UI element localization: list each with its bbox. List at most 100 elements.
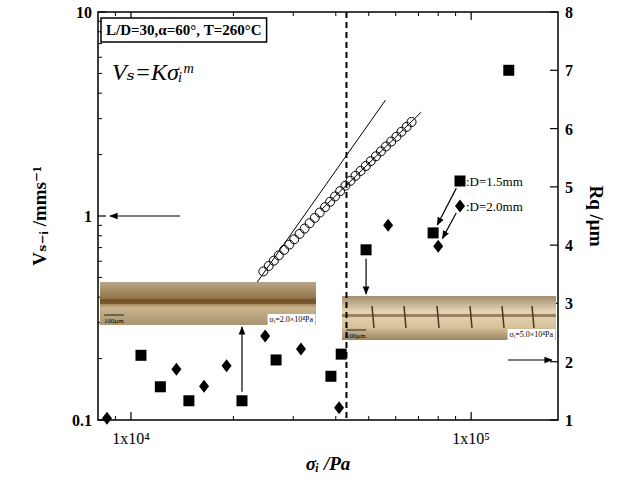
square-point xyxy=(336,349,347,360)
circle-point xyxy=(290,235,299,244)
y-minor-tick xyxy=(98,277,102,278)
y-axis-title: Vₛ₋ᵢ /mms⁻¹ xyxy=(29,166,50,265)
legend-label: :D=1.5mm xyxy=(466,174,523,189)
x-tick xyxy=(130,412,131,420)
x-tick-label: 1x10⁵ xyxy=(452,430,490,447)
y2-tick xyxy=(550,245,558,246)
label-patch xyxy=(508,329,556,340)
legend-marker xyxy=(455,176,466,187)
y-minor-tick xyxy=(98,93,102,94)
y-minor-tick xyxy=(98,358,102,359)
y2-tick-label: 8 xyxy=(565,4,573,21)
inset-crack xyxy=(404,306,406,328)
y-minor-tick xyxy=(98,261,102,262)
y-tick xyxy=(98,11,106,12)
square-point xyxy=(503,65,514,76)
circle-point xyxy=(280,245,289,254)
arrow xyxy=(365,259,366,294)
square-point xyxy=(428,227,439,238)
square-point xyxy=(183,395,194,406)
y2-tick xyxy=(550,70,558,71)
y-minor-tick xyxy=(98,225,102,226)
diamond-point xyxy=(171,363,181,376)
y-minor-tick xyxy=(98,235,102,236)
arrow xyxy=(442,213,456,238)
square-point xyxy=(236,395,247,406)
inset-band xyxy=(342,314,556,317)
arrow xyxy=(110,215,180,216)
x-axis-title: σᵢ /Pa xyxy=(306,453,351,474)
square-point xyxy=(325,371,336,382)
chart: 1x10⁴1x10⁵0.111012345678σᵢ /PaVₛ₋ᵢ /mms⁻… xyxy=(0,0,623,482)
x-tick-label: 1x10⁴ xyxy=(112,430,150,447)
y2-tick-label: 5 xyxy=(565,179,573,196)
y2-tick xyxy=(550,361,558,362)
x-minor-tick xyxy=(335,12,336,16)
diamond-point xyxy=(383,219,393,232)
y2-tick-label: 3 xyxy=(565,295,573,312)
y2-tick xyxy=(550,11,558,12)
square-point xyxy=(135,350,146,361)
x-minor-tick xyxy=(455,12,456,16)
x-tick xyxy=(471,12,472,20)
y-tick xyxy=(98,215,106,216)
arrow xyxy=(241,327,242,392)
y2-tick xyxy=(550,419,558,420)
inset-crack xyxy=(437,306,439,328)
x-minor-tick xyxy=(368,12,369,16)
y-tick-label: 10 xyxy=(76,4,92,21)
scale-label: 100μm xyxy=(346,332,366,340)
x-minor-tick xyxy=(395,416,396,420)
y-tick-label: 1 xyxy=(84,208,92,225)
inset-band xyxy=(100,299,316,304)
arrow xyxy=(508,359,552,360)
y2-tick-label: 4 xyxy=(565,237,573,254)
condition-box xyxy=(101,18,267,42)
y-minor-tick xyxy=(98,43,102,44)
diamond-point xyxy=(296,342,306,355)
scale-bar xyxy=(346,330,366,331)
y2-tick xyxy=(550,128,558,129)
inset-crack xyxy=(470,306,472,328)
inset-photo xyxy=(100,282,316,325)
x-minor-tick xyxy=(233,416,234,420)
y-minor-tick xyxy=(98,154,102,155)
circle-point xyxy=(315,208,324,217)
x-minor-tick xyxy=(395,12,396,16)
diamond-point xyxy=(334,401,344,414)
inset-label: σᵢ=2.0×10⁴Pa xyxy=(270,315,314,324)
y2-tick-label: 6 xyxy=(565,121,573,138)
diamond-point xyxy=(102,412,112,425)
x-minor-tick xyxy=(115,416,116,420)
inset-photo xyxy=(342,296,556,340)
x-minor-tick xyxy=(293,416,294,420)
circle-point xyxy=(295,229,304,238)
equation-label: Vₛ=Kσᵢᵐ xyxy=(112,59,194,85)
diamond-point xyxy=(260,330,270,343)
x-minor-tick xyxy=(368,416,369,420)
y-minor-tick xyxy=(98,247,102,248)
scale-bar xyxy=(104,315,124,316)
x-minor-tick xyxy=(233,12,234,16)
y-minor-tick xyxy=(98,118,102,119)
x-minor-tick xyxy=(418,416,419,420)
inset-label: σᵢ=5.0×10⁴Pa xyxy=(510,330,554,339)
circle-point xyxy=(321,203,330,212)
y2-tick xyxy=(550,186,558,187)
plot-frame xyxy=(98,12,558,420)
inset-crack xyxy=(502,306,504,328)
x-minor-tick xyxy=(438,12,439,16)
scale-label: 100μm xyxy=(104,317,124,325)
circle-point xyxy=(310,213,319,222)
y-tick-label: 0.1 xyxy=(72,412,92,429)
inset-crack xyxy=(372,306,374,328)
circle-point xyxy=(305,219,314,228)
legend-marker xyxy=(455,200,465,213)
condition-label: L/D=30,α=60°, T=260°C xyxy=(106,22,262,38)
fit-line xyxy=(257,100,385,282)
y2-axis-title: Rq /μm xyxy=(586,186,607,247)
fit-line xyxy=(321,112,421,210)
diamond-point xyxy=(433,240,443,253)
x-minor-tick xyxy=(418,12,419,16)
legend-label: :D=2.0mm xyxy=(466,199,523,214)
